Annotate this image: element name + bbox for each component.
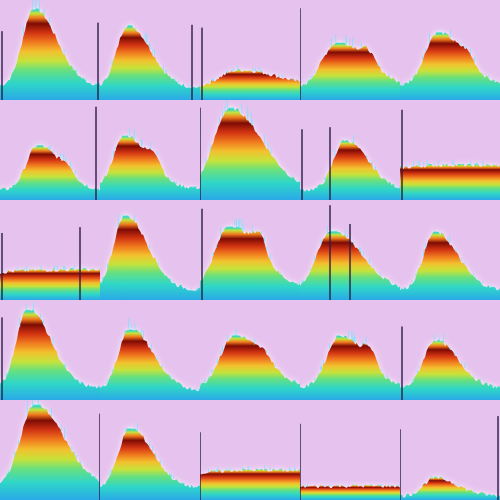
spectrogram-tile bbox=[200, 208, 300, 300]
tile-energy bbox=[300, 484, 400, 500]
tile-energy bbox=[200, 468, 300, 500]
tile-energy bbox=[200, 334, 300, 400]
spectrogram-tile bbox=[200, 328, 300, 400]
tile-energy bbox=[200, 225, 300, 300]
tile-energy bbox=[100, 134, 200, 200]
spectrogram-tile bbox=[400, 416, 500, 500]
spectrogram-tile bbox=[0, 0, 100, 100]
tile-energy bbox=[0, 144, 100, 200]
spectrogram-tile bbox=[400, 109, 500, 200]
tile-energy bbox=[100, 427, 200, 500]
tile-energy bbox=[0, 403, 100, 500]
tile-energy bbox=[300, 139, 400, 200]
spectrogram-tile bbox=[300, 8, 400, 100]
spectrogram-tile bbox=[100, 317, 200, 400]
tile-energy bbox=[400, 163, 500, 200]
tile-energy bbox=[0, 267, 100, 300]
spectrogram-tile bbox=[200, 27, 300, 100]
tile-energy bbox=[0, 308, 100, 400]
spectrogram-tile bbox=[400, 230, 500, 300]
spectrogram-tile bbox=[300, 423, 400, 500]
spectrogram-tile bbox=[400, 29, 500, 100]
spectrogram-tile bbox=[0, 302, 100, 400]
spectrogram-tile bbox=[0, 227, 100, 300]
tile-energy bbox=[400, 476, 500, 500]
spectrogram-tile bbox=[100, 422, 200, 500]
tile-energy bbox=[100, 328, 200, 400]
tile-energy bbox=[200, 68, 300, 100]
tile-energy bbox=[300, 334, 400, 400]
tile-energy bbox=[400, 31, 500, 100]
spectrogram-tile bbox=[100, 23, 200, 100]
spectrogram-tile bbox=[300, 127, 400, 200]
spectrogram-tile bbox=[200, 432, 300, 500]
tile-energy bbox=[400, 230, 500, 300]
spectrogram-tile bbox=[0, 106, 100, 200]
spectrogram-tile bbox=[300, 205, 400, 300]
spectrogram-tile bbox=[0, 400, 100, 500]
spectrogram-tile bbox=[300, 330, 400, 400]
tile-energy bbox=[300, 41, 400, 100]
spectrogram-tile bbox=[100, 213, 200, 300]
tile-energy bbox=[100, 214, 200, 300]
spectrogram-tile bbox=[100, 128, 200, 200]
tile-energy bbox=[400, 338, 500, 400]
spectrogram-tile bbox=[200, 100, 300, 200]
spectrogram-tile bbox=[400, 326, 500, 400]
tile-energy bbox=[0, 6, 100, 100]
tile-energy bbox=[200, 106, 300, 200]
